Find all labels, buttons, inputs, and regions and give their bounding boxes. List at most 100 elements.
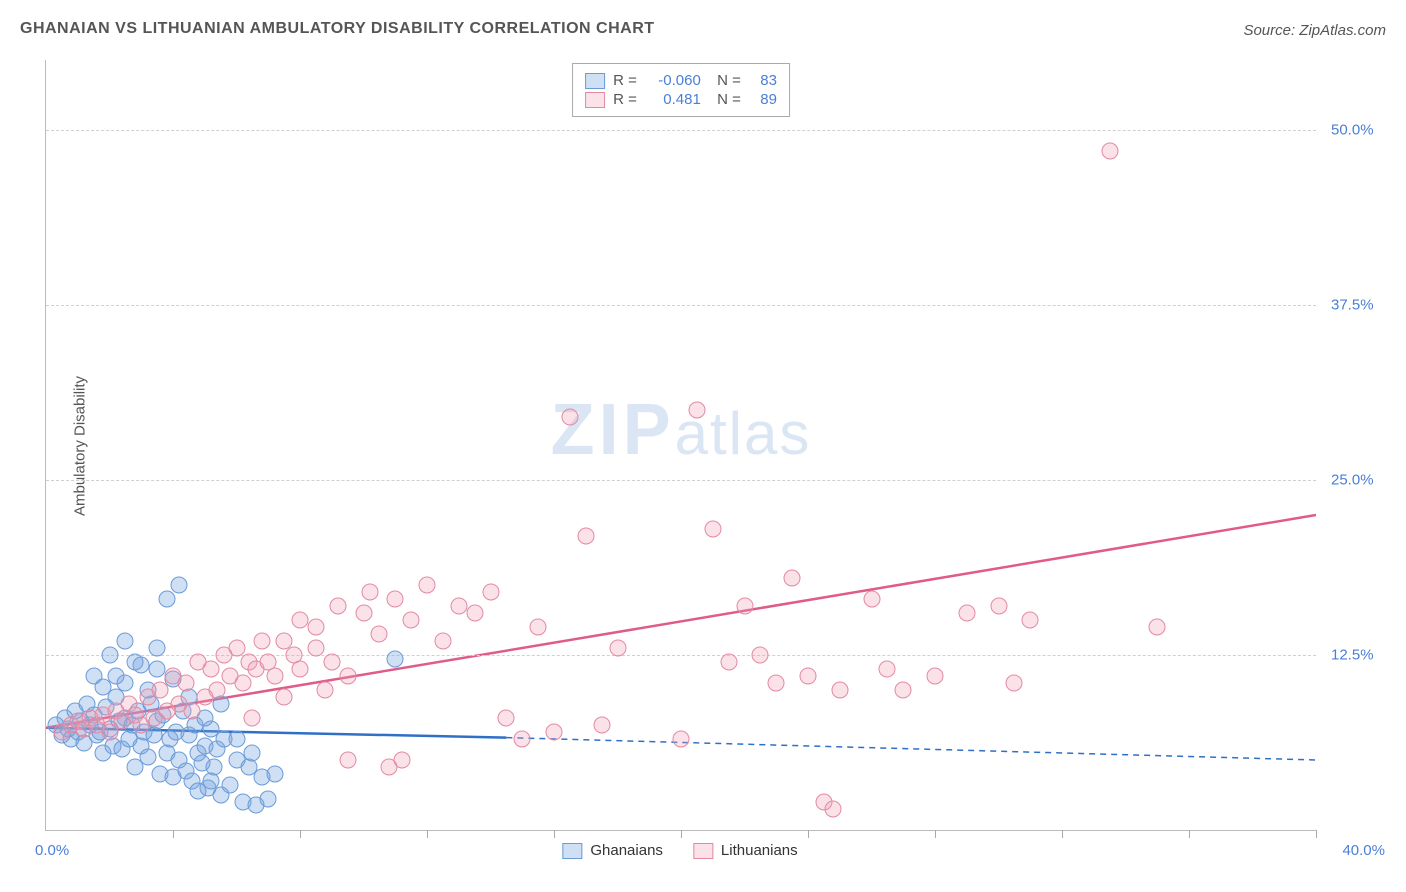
stats-row-ghanaians: R = -0.060 N = 83 bbox=[585, 72, 777, 89]
data-point-lithuanians bbox=[419, 577, 436, 594]
data-point-lithuanians bbox=[593, 717, 610, 734]
data-point-lithuanians bbox=[958, 605, 975, 622]
gridline-h bbox=[46, 305, 1316, 306]
source-attribution: Source: ZipAtlas.com bbox=[1243, 22, 1386, 39]
trend-line-lithuanians bbox=[46, 515, 1316, 728]
n-value-ghanaians: 83 bbox=[749, 72, 777, 89]
xtick bbox=[427, 830, 428, 838]
data-point-lithuanians bbox=[720, 654, 737, 671]
data-point-ghanaians bbox=[149, 661, 166, 678]
data-point-lithuanians bbox=[266, 668, 283, 685]
data-point-ghanaians bbox=[260, 791, 277, 808]
ytick-label: 12.5% bbox=[1331, 647, 1374, 664]
data-point-lithuanians bbox=[514, 731, 531, 748]
data-point-lithuanians bbox=[184, 703, 201, 720]
data-point-lithuanians bbox=[879, 661, 896, 678]
data-point-ghanaians bbox=[126, 654, 143, 671]
data-point-lithuanians bbox=[203, 661, 220, 678]
gridline-h bbox=[46, 480, 1316, 481]
n-value-lithuanians: 89 bbox=[749, 91, 777, 108]
plot-area: ZIPatlas R = -0.060 N = 83 R = 0.481 N =… bbox=[45, 60, 1316, 831]
r-value-lithuanians: 0.481 bbox=[645, 91, 701, 108]
r-label: R = bbox=[613, 91, 637, 108]
data-point-ghanaians bbox=[149, 640, 166, 657]
data-point-lithuanians bbox=[361, 584, 378, 601]
data-point-ghanaians bbox=[387, 651, 404, 668]
data-point-lithuanians bbox=[609, 640, 626, 657]
xtick bbox=[300, 830, 301, 838]
data-point-lithuanians bbox=[1149, 619, 1166, 636]
data-point-ghanaians bbox=[139, 749, 156, 766]
watermark-bold: ZIP bbox=[551, 390, 675, 470]
data-point-ghanaians bbox=[158, 591, 175, 608]
data-point-lithuanians bbox=[403, 612, 420, 629]
data-point-ghanaians bbox=[117, 633, 134, 650]
xtick bbox=[681, 830, 682, 838]
data-point-ghanaians bbox=[171, 577, 188, 594]
data-point-lithuanians bbox=[292, 661, 309, 678]
data-point-lithuanians bbox=[317, 682, 334, 699]
data-point-lithuanians bbox=[752, 647, 769, 664]
data-point-lithuanians bbox=[209, 682, 226, 699]
data-point-lithuanians bbox=[736, 598, 753, 615]
data-point-lithuanians bbox=[768, 675, 785, 692]
r-label: R = bbox=[613, 72, 637, 89]
plot-container: ZIPatlas R = -0.060 N = 83 R = 0.481 N =… bbox=[45, 60, 1315, 830]
gridline-h bbox=[46, 130, 1316, 131]
xtick bbox=[1062, 830, 1063, 838]
data-point-lithuanians bbox=[177, 675, 194, 692]
data-point-lithuanians bbox=[561, 409, 578, 426]
data-point-lithuanians bbox=[450, 598, 467, 615]
data-point-ghanaians bbox=[95, 679, 112, 696]
data-point-lithuanians bbox=[323, 654, 340, 671]
swatch-lithuanians bbox=[585, 92, 605, 108]
data-point-lithuanians bbox=[434, 633, 451, 650]
watermark: ZIPatlas bbox=[551, 389, 812, 471]
data-point-lithuanians bbox=[253, 633, 270, 650]
data-point-lithuanians bbox=[276, 689, 293, 706]
data-point-lithuanians bbox=[863, 591, 880, 608]
data-point-lithuanians bbox=[339, 668, 356, 685]
data-point-lithuanians bbox=[1006, 675, 1023, 692]
data-point-ghanaians bbox=[222, 777, 239, 794]
data-point-lithuanians bbox=[990, 598, 1007, 615]
xtick bbox=[1316, 830, 1317, 838]
data-point-lithuanians bbox=[927, 668, 944, 685]
data-point-lithuanians bbox=[498, 710, 515, 727]
data-point-ghanaians bbox=[101, 647, 118, 664]
data-point-ghanaians bbox=[244, 745, 261, 762]
xmax-label: 40.0% bbox=[1342, 842, 1385, 859]
data-point-lithuanians bbox=[1022, 612, 1039, 629]
xtick bbox=[935, 830, 936, 838]
legend-swatch-lithuanians bbox=[693, 843, 713, 859]
stats-row-lithuanians: R = 0.481 N = 89 bbox=[585, 91, 777, 108]
xtick bbox=[1189, 830, 1190, 838]
data-point-lithuanians bbox=[688, 402, 705, 419]
chart-title: GHANAIAN VS LITHUANIAN AMBULATORY DISABI… bbox=[20, 20, 655, 38]
n-label: N = bbox=[709, 72, 741, 89]
data-point-lithuanians bbox=[482, 584, 499, 601]
data-point-lithuanians bbox=[330, 598, 347, 615]
n-label: N = bbox=[709, 91, 741, 108]
ytick-label: 37.5% bbox=[1331, 297, 1374, 314]
data-point-lithuanians bbox=[704, 521, 721, 538]
data-point-ghanaians bbox=[266, 766, 283, 783]
data-point-lithuanians bbox=[339, 752, 356, 769]
data-point-lithuanians bbox=[895, 682, 912, 699]
data-point-lithuanians bbox=[784, 570, 801, 587]
data-point-ghanaians bbox=[228, 731, 245, 748]
series-legend: Ghanaians Lithuanians bbox=[562, 842, 797, 859]
legend-item-ghanaians: Ghanaians bbox=[562, 842, 663, 859]
ytick-label: 50.0% bbox=[1331, 122, 1374, 139]
data-point-lithuanians bbox=[234, 675, 251, 692]
xtick bbox=[173, 830, 174, 838]
trend-lines bbox=[46, 60, 1316, 830]
data-point-lithuanians bbox=[673, 731, 690, 748]
data-point-lithuanians bbox=[244, 710, 261, 727]
chart-page: GHANAIAN VS LITHUANIAN AMBULATORY DISABI… bbox=[0, 0, 1406, 892]
data-point-lithuanians bbox=[307, 640, 324, 657]
origin-label: 0.0% bbox=[35, 842, 69, 859]
data-point-lithuanians bbox=[292, 612, 309, 629]
data-point-lithuanians bbox=[577, 528, 594, 545]
data-point-lithuanians bbox=[1101, 143, 1118, 160]
